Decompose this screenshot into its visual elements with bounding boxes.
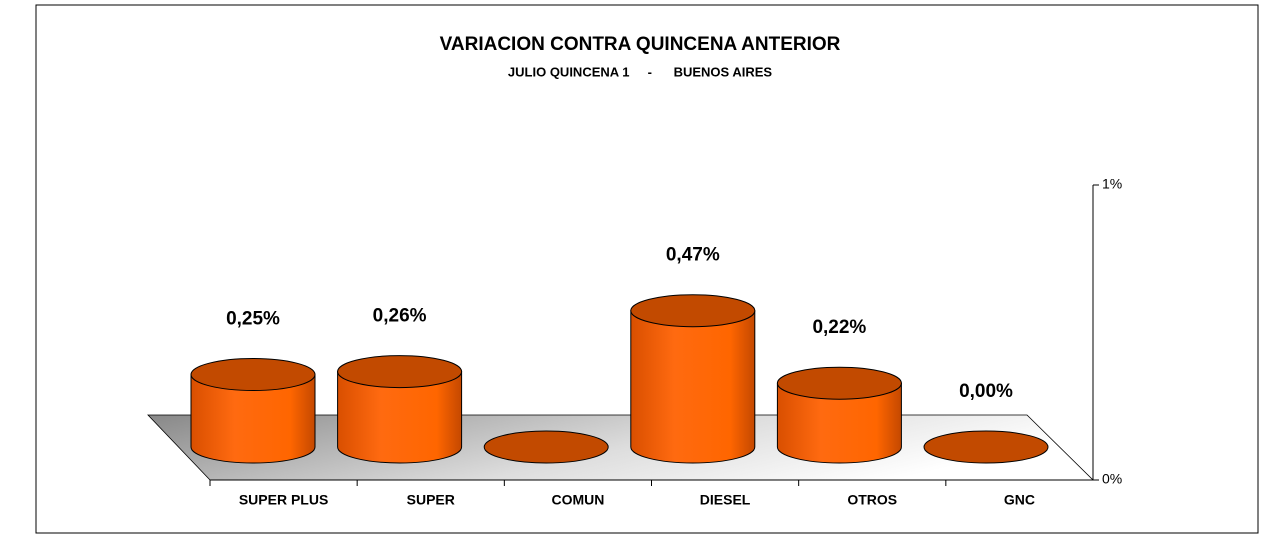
- bar-part: [190, 374, 316, 464]
- data-label: 0,47%: [666, 245, 720, 266]
- data-label: 0,00%: [959, 381, 1013, 402]
- bar-part: [923, 430, 1049, 464]
- bar: [776, 366, 902, 464]
- bar: [190, 358, 316, 464]
- y-tick-label: 1%: [1102, 176, 1122, 192]
- bar-part: [776, 366, 902, 400]
- y-tick-label: 0%: [1102, 471, 1122, 487]
- bar-part: [630, 310, 756, 464]
- bar-part: [630, 294, 756, 328]
- bar: [923, 430, 1049, 464]
- x-tick-label: SUPER PLUS: [239, 492, 328, 508]
- data-label: 0,26%: [373, 306, 427, 327]
- data-label: 0,25%: [226, 309, 280, 330]
- bar-part: [337, 371, 463, 464]
- x-tick-label: GNC: [1004, 492, 1035, 508]
- chart-title: VARIACION CONTRA QUINCENA ANTERIOR: [440, 34, 841, 55]
- bar: [630, 294, 756, 464]
- chart-subtitle: JULIO QUINCENA 1 - BUENOS AIRES: [508, 64, 772, 79]
- bar: [337, 355, 463, 464]
- x-tick-label: COMUN: [551, 492, 604, 508]
- bar-part: [776, 382, 902, 464]
- bar-part: [190, 358, 316, 391]
- bar-part: [483, 430, 609, 464]
- bar-part: [337, 355, 463, 389]
- x-tick-label: DIESEL: [700, 492, 751, 508]
- bar: [483, 430, 609, 464]
- data-label: 0,22%: [812, 317, 866, 338]
- x-tick-label: SUPER: [407, 492, 455, 508]
- x-tick-label: OTROS: [847, 492, 897, 508]
